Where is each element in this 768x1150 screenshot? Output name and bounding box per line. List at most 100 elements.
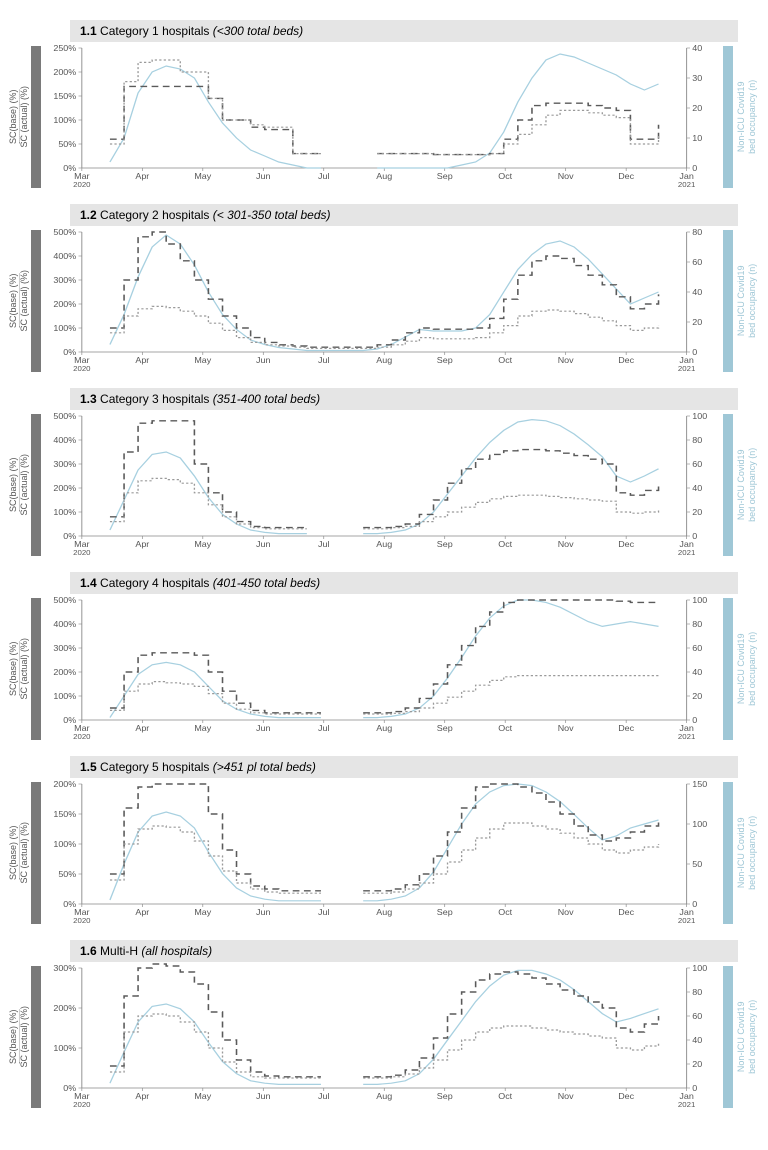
chart-panel: 1.4 Category 4 hospitals (401-450 total … [10,572,758,744]
chart-row: SC(base) (%)SC (actual) (%)0%50%100%150%… [10,778,758,928]
panel-desc: (all hospitals) [141,944,212,958]
svg-text:200%: 200% [53,299,76,308]
svg-text:Sep: Sep [437,723,453,732]
svg-text:2021: 2021 [678,364,695,372]
left-axis-label: SC(base) (%)SC (actual) (%) [10,594,28,744]
svg-text:Sep: Sep [437,1091,453,1100]
left-axis-label: SC(base) (%)SC (actual) (%) [10,410,28,560]
svg-text:40: 40 [692,483,702,492]
plot-area: 0%100%200%300%400%500%020406080Mar2020Ap… [46,226,718,376]
svg-text:250%: 250% [53,43,76,52]
svg-text:200%: 200% [53,779,76,788]
svg-text:100%: 100% [53,1043,76,1052]
plot-area: 0%50%100%150%200%250%010203040Mar2020Apr… [46,42,718,192]
svg-text:50%: 50% [58,869,76,878]
svg-text:500%: 500% [53,411,76,420]
panel-desc: (< 301-350 total beds) [213,208,331,222]
svg-text:May: May [194,355,212,364]
svg-text:Dec: Dec [618,723,635,732]
svg-text:May: May [194,723,212,732]
left-axis-label: SC(base) (%)SC (actual) (%) [10,778,28,928]
svg-text:Jun: Jun [256,171,271,180]
svg-text:Jun: Jun [256,1091,271,1100]
right-axis-label: Non-ICU Covid19bed occupancy (n) [736,594,758,744]
svg-text:Sep: Sep [437,907,453,916]
svg-text:50%: 50% [58,139,76,148]
chart-row: SC(base) (%)SC (actual) (%)0%100%200%300… [10,410,758,560]
svg-text:100: 100 [692,819,707,828]
svg-text:2020: 2020 [73,364,90,372]
svg-text:100: 100 [692,963,707,972]
plot-area: 0%50%100%150%200%050100150Mar2020AprMayJ… [46,778,718,928]
svg-text:Nov: Nov [558,907,575,916]
svg-text:60: 60 [692,1011,702,1020]
right-legend-bar [718,226,736,376]
chart-panel: 1.1 Category 1 hospitals (<300 total bed… [10,20,758,192]
svg-text:Oct: Oct [498,723,513,732]
right-legend-bar [718,962,736,1112]
svg-text:Nov: Nov [558,355,575,364]
svg-text:2020: 2020 [73,916,90,924]
svg-text:40: 40 [692,667,702,676]
panel-name: Category 1 hospitals [100,24,213,38]
right-axis-label: Non-ICU Covid19bed occupancy (n) [736,962,758,1112]
svg-text:20: 20 [692,103,702,112]
svg-text:Aug: Aug [376,171,392,180]
right-axis-label: Non-ICU Covid19bed occupancy (n) [736,226,758,376]
svg-text:2021: 2021 [678,180,695,188]
svg-text:2020: 2020 [73,1100,90,1108]
svg-text:Nov: Nov [558,171,575,180]
svg-text:May: May [194,907,212,916]
svg-text:200%: 200% [53,67,76,76]
svg-text:20: 20 [692,691,702,700]
panel-number: 1.3 [80,392,97,406]
svg-text:Oct: Oct [498,171,513,180]
right-legend-bar [718,778,736,928]
panel-name: Category 5 hospitals [100,760,213,774]
svg-text:Aug: Aug [376,1091,392,1100]
plot-area: 0%100%200%300%400%500%020406080100Mar202… [46,410,718,560]
panel-number: 1.6 [80,944,97,958]
svg-text:Sep: Sep [437,539,453,548]
svg-text:Sep: Sep [437,355,453,364]
panel-name: Category 3 hospitals [100,392,213,406]
svg-text:Dec: Dec [618,171,635,180]
left-legend-bar [28,410,46,560]
chart-panel: 1.3 Category 3 hospitals (351-400 total … [10,388,758,560]
svg-text:100%: 100% [53,323,76,332]
svg-text:Apr: Apr [135,355,149,364]
svg-text:May: May [194,171,212,180]
svg-text:2020: 2020 [73,732,90,740]
chart-panel: 1.2 Category 2 hospitals (< 301-350 tota… [10,204,758,376]
svg-text:Jun: Jun [256,723,271,732]
panel-title: 1.6 Multi-H (all hospitals) [70,940,738,962]
panel-number: 1.2 [80,208,97,222]
panel-title: 1.2 Category 2 hospitals (< 301-350 tota… [70,204,738,226]
svg-text:100: 100 [692,595,707,604]
chart-panel: 1.6 Multi-H (all hospitals)SC(base) (%)S… [10,940,758,1112]
panel-name: Multi-H [100,944,141,958]
chart-panel: 1.5 Category 5 hospitals (>451 pl total … [10,756,758,928]
left-legend-bar [28,42,46,192]
right-axis-label: Non-ICU Covid19bed occupancy (n) [736,778,758,928]
left-legend-bar [28,962,46,1112]
svg-text:20: 20 [692,507,702,516]
left-legend-bar [28,778,46,928]
svg-text:150: 150 [692,779,707,788]
svg-text:150%: 150% [53,91,76,100]
panel-title: 1.3 Category 3 hospitals (351-400 total … [70,388,738,410]
plot-area: 0%100%200%300%400%500%020406080100Mar202… [46,594,718,744]
svg-text:Aug: Aug [376,355,392,364]
panel-name: Category 2 hospitals [100,208,213,222]
svg-text:100: 100 [692,411,707,420]
svg-text:Jun: Jun [256,539,271,548]
svg-text:Dec: Dec [618,539,635,548]
right-axis-label: Non-ICU Covid19bed occupancy (n) [736,42,758,192]
svg-text:Jul: Jul [318,907,330,916]
svg-text:80: 80 [692,227,702,236]
svg-text:Apr: Apr [135,907,149,916]
svg-text:20: 20 [692,1059,702,1068]
svg-text:200%: 200% [53,483,76,492]
chart-row: SC(base) (%)SC (actual) (%)0%100%200%300… [10,962,758,1112]
panel-number: 1.1 [80,24,97,38]
